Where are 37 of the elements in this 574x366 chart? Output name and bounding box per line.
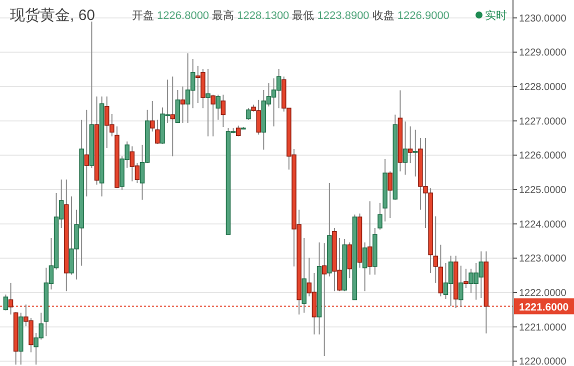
y-tick-label: 1224.0000 (519, 219, 567, 230)
candlestick (236, 125, 241, 137)
y-tick-label: 1229.0000 (519, 48, 567, 59)
candlestick (220, 94, 226, 128)
y-tick-label: 1221.0000 (519, 322, 567, 334)
candlestick (402, 121, 408, 176)
candlestick (367, 200, 372, 276)
y-tick-label: 1223.0000 (519, 254, 567, 265)
annotation: 实时 (485, 9, 507, 22)
candlestick (3, 294, 8, 311)
ref-line-label: 1221.6000 (519, 301, 569, 314)
candlestick (408, 126, 413, 164)
candlestick (84, 109, 90, 197)
candlestick (246, 108, 251, 120)
text: 现货黄金, 60 (10, 7, 96, 24)
y-tick-label: 1222.0000 (519, 288, 567, 300)
candlestick (210, 94, 216, 137)
y-tick-label: 1226.0000 (519, 150, 567, 162)
candlestick (155, 119, 160, 144)
candlestick (458, 265, 464, 308)
y-tick-label: 1227.0000 (519, 116, 567, 128)
candlestick (206, 68, 210, 137)
y-tick-label: 1220.0000 (519, 356, 567, 366)
candlestick (378, 202, 382, 230)
y-tick-label: 1230.0000 (519, 13, 567, 24)
candlestick (150, 100, 155, 132)
candlestick (362, 242, 368, 292)
candlestick (175, 89, 180, 124)
y-tick-label: 1228.0000 (519, 82, 567, 94)
candlestick (464, 268, 468, 289)
candlestick (216, 94, 221, 120)
candlestick (180, 86, 186, 124)
candlestick (413, 129, 418, 177)
text: 开盘 1226.8000 最高 1228.1300 最低 1223.8900 收盘 1226.9000 (132, 9, 450, 22)
candlestick (388, 170, 392, 219)
candlestick (170, 76, 175, 157)
y-tick-label: 1225.0000 (519, 185, 567, 196)
